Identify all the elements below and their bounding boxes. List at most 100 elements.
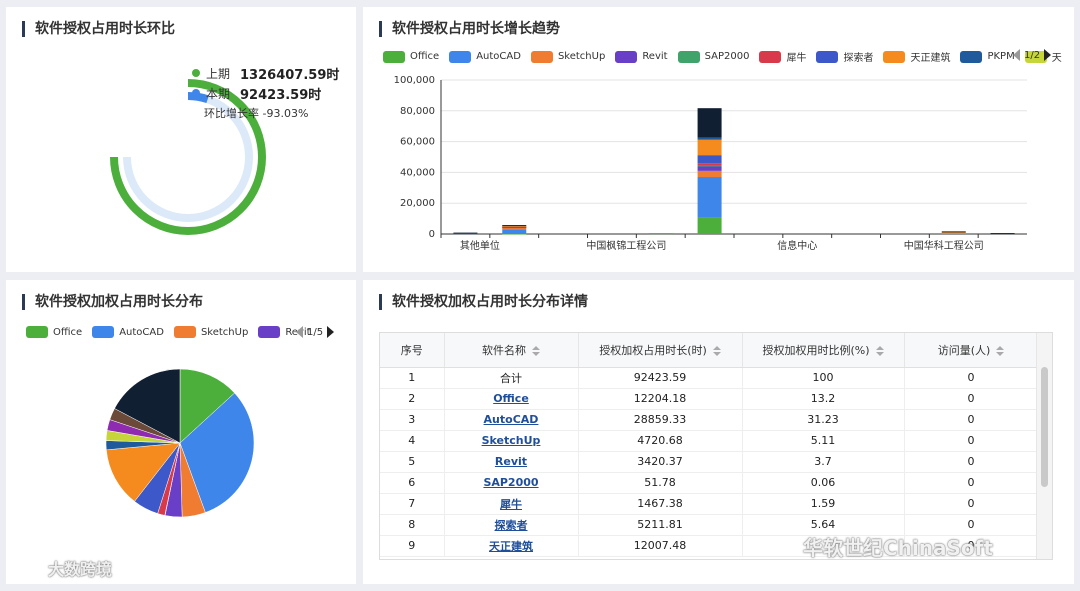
table-scrollbar[interactable] [1036,333,1052,559]
pie-slice[interactable] [114,368,181,444]
sort-icon[interactable] [712,345,721,356]
prev-value: 1326407.59时 [240,67,340,83]
trend-legend-item[interactable]: PKPM [960,50,1015,63]
software-link[interactable]: 探索者 [494,518,528,532]
bar-segment[interactable] [941,232,966,234]
software-link[interactable]: 天正建筑 [489,539,533,553]
pie-legend-item[interactable]: Office [26,326,82,338]
ring-ratio: 环比增长率 -93.03% [204,103,339,123]
sort-icon[interactable] [996,345,1005,356]
table-row: 2 Office 12204.18 13.2 0 [380,388,1039,410]
table-cell: 100 [742,367,905,389]
curr-value: 92423.59时 [240,87,322,103]
trend-legend-label: PKPM [987,51,1015,62]
trend-legend-item[interactable]: AutoCAD [449,50,521,63]
bar-segment[interactable] [697,163,722,166]
col-software[interactable]: 软件名称 [444,333,579,368]
sort-icon[interactable] [875,345,884,356]
pie-legend-item[interactable]: SketchUp [173,326,248,338]
table-panel-title: 软件授权加权占用时长分布详情 [379,294,588,310]
bar-segment[interactable] [941,231,966,233]
watermark-left: 大数跨境 [48,560,113,579]
legend-next-icon[interactable] [1044,49,1052,61]
table-cell: 5211.81 [578,514,743,536]
col-duration[interactable]: 授权加权占用时长(时) [578,333,743,368]
ring-panel: 软件授权占用时长环比 上期 1326407.59时 本期 92423.59时 环… [6,7,356,272]
table-cell: SAP2000 [444,472,579,494]
pie-slice[interactable] [179,368,235,444]
bar-segment[interactable] [990,233,1015,235]
software-link[interactable]: Office [493,392,529,405]
trend-legend-item[interactable]: Office [383,50,439,63]
software-link[interactable]: SAP2000 [483,476,539,489]
trend-legend-item[interactable]: SketchUp [530,50,606,63]
curr-label: 本期 [206,86,231,101]
y-tick-label: 0 [429,229,435,240]
bar-segment[interactable] [453,232,478,234]
x-tick-label: 信息中心 [777,239,817,252]
bar-segment[interactable] [697,170,722,178]
table-cell: 5.64 [742,514,905,536]
pie-panel-title: 软件授权加权占用时长分布 [22,294,203,310]
table-cell [742,535,905,557]
trend-legend-swatch [383,50,405,63]
trend-legend-pager: 1/2 [1013,49,1052,61]
legend-prev-icon[interactable] [1013,49,1020,61]
trend-legend-item[interactable]: Revit [615,50,668,63]
pie-slice[interactable] [106,442,181,502]
software-link[interactable]: AutoCAD [483,413,539,426]
prev-dot [192,69,200,77]
software-link[interactable]: 犀牛 [500,497,522,511]
trend-legend-label: 天正建筑 [910,53,951,64]
pie-legend-prev-icon[interactable] [296,326,303,338]
table-row: 4 SketchUp 4720.68 5.11 0 [380,430,1039,452]
trend-legend-item[interactable]: 犀牛 [759,49,806,64]
sort-icon[interactable] [532,345,540,356]
bar-segment[interactable] [502,229,527,234]
trend-legend-swatch [677,50,700,63]
col-visits[interactable]: 访问量(人) [904,333,1039,368]
trend-legend-item[interactable]: SAP2000 [677,50,749,63]
bar-segment[interactable] [697,139,722,156]
bar-segment[interactable] [502,225,527,227]
bar-segment[interactable] [697,177,722,218]
bar-segment[interactable] [697,166,722,171]
bar-segment[interactable] [648,233,673,235]
bar-segment[interactable] [502,227,527,230]
table-row: 9 天正建筑 12007.48 0 [380,535,1039,557]
trend-legend-swatch [816,50,839,63]
trend-panel-title: 软件授权占用时长增长趋势 [379,21,560,37]
table-cell: 3.7 [742,451,905,473]
col-ratio[interactable]: 授权加权用时比例(%) [742,333,905,368]
pie-legend-item[interactable]: AutoCAD [92,326,164,338]
y-tick-label: 60,000 [400,137,435,148]
table-cell: 1.59 [742,493,905,515]
ring-prev-row: 上期 1326407.59时 [192,63,339,83]
table-cell: 探索者 [444,514,579,536]
trend-legend-item[interactable]: 探索者 [816,49,873,64]
pie-legend-next-icon[interactable] [327,326,335,338]
bar-segment[interactable] [697,137,722,140]
software-link[interactable]: SketchUp [481,434,541,447]
trend-legend-label: 天 [1051,53,1062,64]
col-ratio-label: 授权加权用时比例(%) [762,343,870,357]
bar-segment[interactable] [697,108,722,138]
trend-legend-item[interactable]: 天 [1024,49,1062,64]
bar-segment[interactable] [502,225,527,227]
bar-segment[interactable] [697,217,722,234]
table-scroll-thumb[interactable] [1041,367,1048,487]
y-tick-label: 40,000 [400,167,435,178]
ratio-text: 环比增长率 -93.03% [204,107,309,120]
watermark-right: 华软世纪ChinaSoft [803,536,993,560]
bar-segment[interactable] [502,233,527,235]
trend-legend-item[interactable]: 天正建筑 [883,49,950,64]
pie-slice[interactable] [179,392,255,513]
software-link[interactable]: Revit [494,455,528,468]
bar-segment[interactable] [697,165,722,167]
trend-legend-label: AutoCAD [476,51,521,62]
bar-segment[interactable] [697,155,722,164]
trend-legend-label: SketchUp [557,51,606,62]
pie-page-text: 1/5 [307,326,324,338]
table-cell: 28859.33 [578,409,743,431]
table-cell: 0 [904,451,1039,473]
